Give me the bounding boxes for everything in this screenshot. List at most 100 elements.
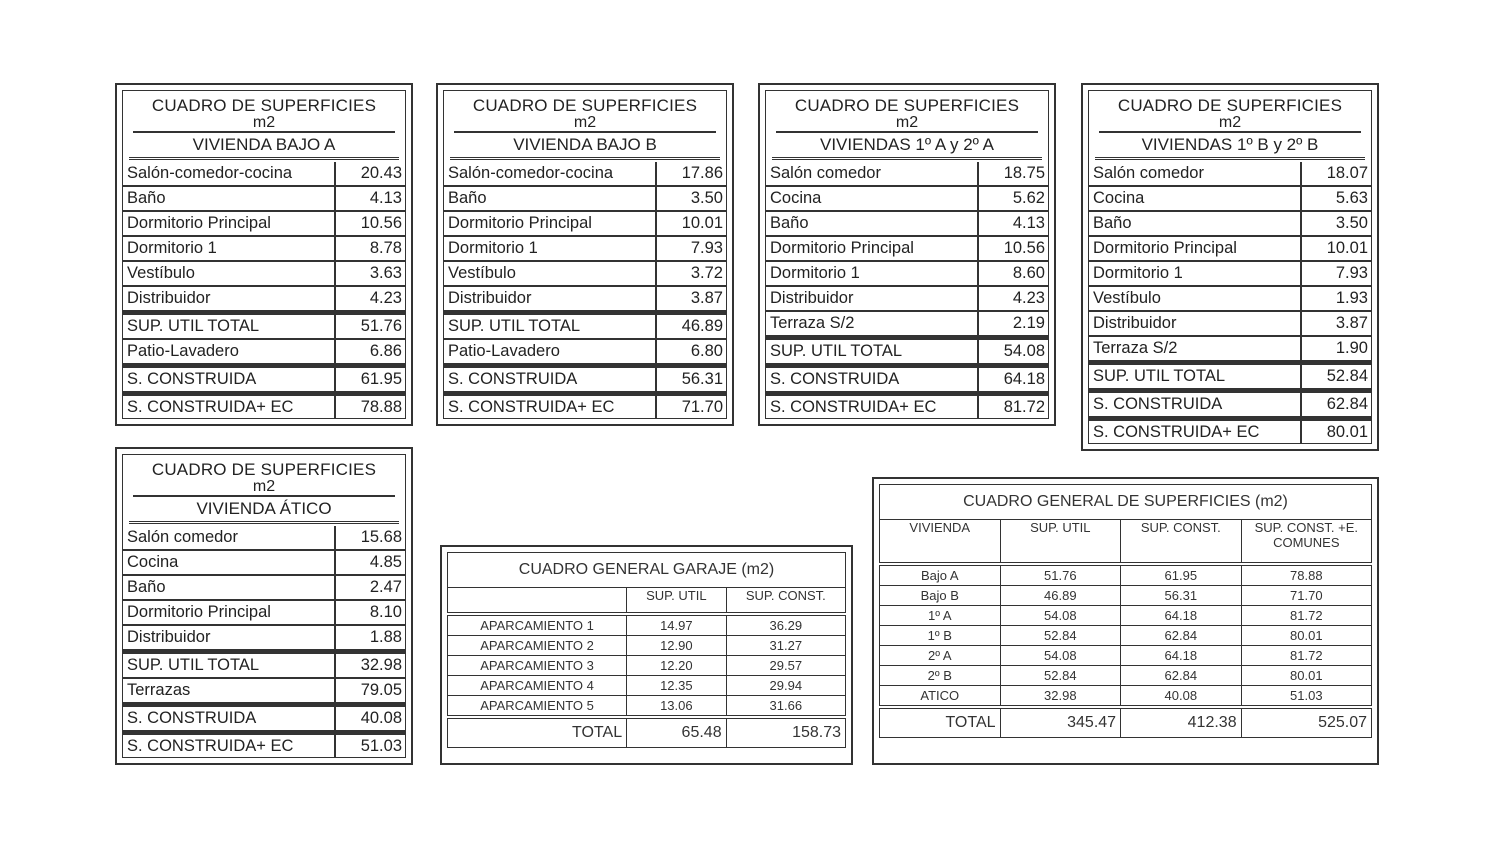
cell: APARCAMIENTO 4 [446,675,628,696]
table-row: Distribuidor 3.87 [1089,312,1371,337]
table-row: Dormitorio Principal 8.10 [123,601,405,626]
room-label: S. CONSTRUIDA+ EC [444,396,657,419]
cell: ATICO [879,685,1001,708]
cell: 80.01 [1240,665,1373,686]
table-row: Baño 4.13 [766,212,1048,237]
room-label: SUP. UTIL TOTAL [766,340,979,363]
room-label: Cocina [1089,187,1302,210]
table-row: SUP. UTIL TOTAL 54.08 [766,337,1048,365]
room-label: Baño [123,576,336,599]
cell: 62.84 [1120,625,1242,646]
table-row: Terraza S/2 1.90 [1089,337,1371,362]
table-heading: VIVIENDA BAJO A [129,133,399,160]
area-value: 4.23 [1012,289,1045,307]
garage-summary-table: CUADRO GENERAL GARAJE (m2) SUP. UTIL SUP. … [440,545,853,765]
area-value: 1.93 [1335,289,1368,307]
table-row: APARCAMIENTO 1 14.97 36.29 [446,612,847,636]
header-row: SUP. UTIL SUP. CONST. [446,587,847,615]
cell: 54.08 [999,605,1122,626]
table-row: Salón comedor 18.75 [766,162,1048,187]
table-row: Cocina 4.85 [123,551,405,576]
area-value: 56.31 [681,370,723,388]
table-title: CUADRO DE SUPERFICIES [794,96,1020,115]
table-row: S. CONSTRUIDA+ EC 78.88 [123,393,405,419]
table-row: S. CONSTRUIDA 40.08 [123,704,405,732]
area-value: 4.13 [369,189,402,207]
cell: 12.90 [626,635,727,656]
table-unit: m2 [454,115,716,133]
table-row: Salón-comedor-cocina 17.86 [444,162,726,187]
cell: 78.88 [1240,562,1373,586]
unit-area-table: CUADRO DE SUPERFICIES m2 VIVIENDAS 1º A y … [758,83,1056,426]
cell: 36.29 [725,612,847,636]
table-row: Dormitorio Principal 10.01 [1089,237,1371,262]
room-label: Terraza S/2 [766,312,979,335]
column-header: VIVIENDA [879,519,1001,565]
area-value: 51.03 [360,737,402,755]
table-title: CUADRO DE SUPERFICIES [1117,96,1343,115]
area-value: 17.86 [681,164,723,182]
room-label: S. CONSTRUIDA+ EC [766,396,979,419]
cell: 12.35 [626,675,727,696]
total-cell: TOTAL [446,715,628,748]
room-label: S. CONSTRUIDA+ EC [123,396,336,419]
table-row: S. CONSTRUIDA+ EC 71.70 [444,393,726,419]
area-value: 40.08 [360,709,402,727]
table-heading: VIVIENDAS 1º B y 2º B [1095,133,1365,160]
room-label: SUP. UTIL TOTAL [444,315,657,338]
table-title: CUADRO GENERAL DE SUPERFICIES (m2) [879,484,1372,520]
area-value: 4.85 [369,553,402,571]
table-row: 1º B 52.84 62.84 80.01 [879,625,1373,646]
room-label: Baño [444,187,657,210]
table-row: Patio-Lavadero 6.80 [444,340,726,365]
column-header: SUP. UTIL [626,587,727,615]
room-label: Salón comedor [123,526,336,549]
cell: 1º A [879,605,1001,626]
table-frame: CUADRO DE SUPERFICIES m2 VIVIENDA BAJO B Sa… [443,90,727,419]
total-row: TOTAL 345.47 412.38 525.07 [879,705,1373,738]
table-heading: VIVIENDAS 1º A y 2º A [772,133,1042,160]
unit-area-table: CUADRO DE SUPERFICIES m2 VIVIENDAS 1º B y … [1081,83,1379,451]
area-value: 81.72 [1003,398,1045,416]
total-cell: TOTAL [879,705,1001,738]
room-label: Distribuidor [1089,312,1302,335]
table-row: Salón-comedor-cocina 20.43 [123,162,405,187]
title-row: CUADRO GENERAL GARAJE (m2) [447,552,846,588]
table-row: Distribuidor 4.23 [766,287,1048,312]
table-row: Dormitorio Principal 10.01 [444,212,726,237]
cell: 71.70 [1240,585,1373,606]
cell: 1º B [879,625,1001,646]
header-row: VIVIENDA SUP. UTIL SUP. CONST. SUP. CONST. … [879,519,1373,565]
column-header: SUP. CONST. +E. COMUNES [1240,519,1373,565]
room-label: S. CONSTRUIDA [123,368,336,391]
total-row: TOTAL 65.48 158.73 [446,715,847,748]
general-summary-table: CUADRO GENERAL DE SUPERFICIES (m2) VIVIEN… [872,477,1379,765]
room-label: Patio-Lavadero [123,340,336,363]
area-value: 78.88 [360,398,402,416]
table-row: ATICO 32.98 40.08 51.03 [879,685,1373,708]
table-unit: m2 [133,479,395,497]
room-label: Salón-comedor-cocina [123,162,336,185]
area-value: 15.68 [360,528,402,546]
table-title: CUADRO GENERAL GARAJE (m2) [447,552,846,588]
table-row: S. CONSTRUIDA 61.95 [123,365,405,393]
room-label: S. CONSTRUIDA+ EC [1089,421,1302,444]
table-row: Baño 3.50 [444,187,726,212]
cell: 12.20 [626,655,727,676]
area-value: 3.87 [1335,314,1368,332]
area-value: 3.50 [690,189,723,207]
table-row: Baño 2.47 [123,576,405,601]
table-row: Cocina 5.62 [766,187,1048,212]
area-value: 10.01 [1326,239,1368,257]
table-row: Distribuidor 4.23 [123,287,405,312]
column-header: SUP. CONST. [1120,519,1242,565]
room-label: SUP. UTIL TOTAL [1089,365,1302,388]
table-row: 1º A 54.08 64.18 81.72 [879,605,1373,626]
table-row: SUP. UTIL TOTAL 46.89 [444,312,726,340]
table-row: Dormitorio Principal 10.56 [766,237,1048,262]
table-row: Vestíbulo 3.63 [123,262,405,287]
unit-area-table: CUADRO DE SUPERFICIES m2 VIVIENDA BAJO A Sa… [115,83,413,426]
table-unit: m2 [133,115,395,133]
cell: 52.84 [999,625,1122,646]
table-row: S. CONSTRUIDA+ EC 80.01 [1089,418,1371,444]
